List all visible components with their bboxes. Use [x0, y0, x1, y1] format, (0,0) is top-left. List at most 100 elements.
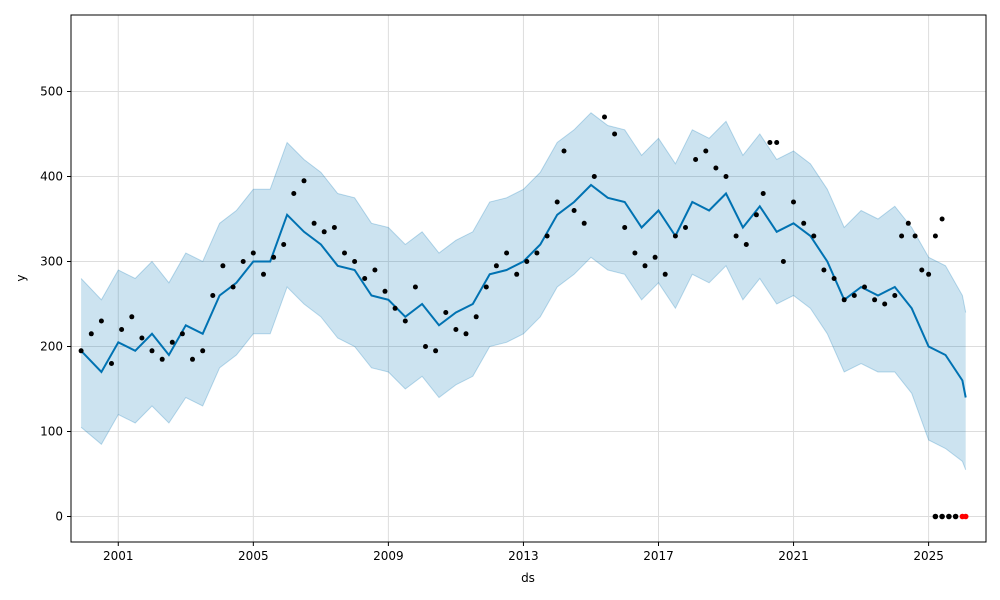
observed-point [693, 157, 699, 162]
observed-point [912, 233, 918, 239]
x-tick-label: 2025 [913, 549, 944, 563]
observed-point [473, 314, 479, 320]
observed-point [443, 310, 449, 315]
y-axis-label: y [14, 274, 28, 281]
y-tick-label: 300 [40, 255, 63, 269]
observed-point [311, 220, 317, 226]
observed-point [524, 259, 530, 264]
lower-bound-line [80, 256, 967, 470]
observed-point [591, 174, 597, 179]
observed-point [392, 305, 398, 311]
x-tick-label: 2017 [643, 549, 674, 563]
observed-point [483, 284, 489, 290]
y-tick-label: 200 [40, 340, 63, 354]
observed-point [78, 348, 84, 354]
observed-point [179, 331, 185, 337]
observed-point [372, 267, 378, 273]
observed-point [412, 284, 418, 290]
observed-point [321, 229, 327, 235]
observed-point [632, 250, 638, 256]
observed-point [760, 191, 766, 196]
observed-point [200, 348, 206, 354]
upper-bound-line [80, 112, 967, 313]
highlighted-point [932, 513, 939, 520]
observed-point [939, 216, 945, 222]
observed-point [743, 242, 749, 247]
observed-point [433, 348, 439, 354]
observed-point [423, 344, 428, 349]
highlighted-point [952, 513, 959, 520]
highlighted-points [932, 513, 969, 520]
observed-point [642, 263, 648, 269]
observed-point [767, 140, 773, 145]
observed-point [301, 178, 307, 184]
observed-point [119, 327, 125, 332]
y-axis: 0 100 200 300 400 500 [40, 85, 71, 524]
uncertainty-band-area [81, 112, 966, 470]
observed-point [926, 271, 932, 277]
observed-point [463, 331, 469, 337]
observed-point [919, 267, 925, 273]
observed-point [504, 250, 510, 256]
x-tick-label: 2009 [373, 549, 404, 563]
observed-point [149, 348, 155, 354]
x-tick-label: 2021 [778, 549, 809, 563]
observed-point [159, 356, 165, 362]
observed-point [872, 297, 878, 303]
y-tick-label: 100 [40, 425, 63, 439]
observed-point [723, 174, 729, 179]
observed-point [240, 259, 246, 264]
observed-point [882, 301, 888, 307]
observed-point [672, 233, 678, 239]
observed-point [774, 140, 780, 145]
observed-point [544, 233, 550, 239]
observed-point [791, 199, 796, 205]
observed-point [811, 233, 817, 239]
observed-point [352, 259, 358, 264]
observed-point [261, 271, 266, 277]
observed-point [129, 314, 135, 320]
observed-point [703, 148, 709, 154]
x-tick-label: 2013 [508, 549, 539, 563]
observed-point [561, 148, 567, 154]
plot-frame [70, 14, 987, 543]
observed-point [753, 212, 759, 218]
observed-point [612, 131, 618, 137]
observed-point [841, 297, 847, 303]
observed-point [402, 318, 408, 324]
observed-point [230, 284, 236, 290]
observed-point [109, 361, 114, 366]
x-axis-label: ds [521, 571, 535, 585]
observed-point [291, 191, 297, 196]
observed-point [862, 284, 867, 290]
observed-point [453, 327, 459, 332]
observed-point [733, 233, 739, 239]
highlighted-point [946, 513, 952, 520]
observed-point [342, 250, 347, 256]
observed-point [281, 242, 287, 247]
observed-point [851, 293, 857, 298]
observed-point [831, 276, 837, 281]
observed-point [581, 220, 587, 226]
observed-points [78, 114, 945, 366]
observed-point [382, 288, 388, 294]
observed-point [271, 254, 277, 260]
observed-point [514, 271, 520, 277]
observed-point [892, 293, 898, 298]
observed-point [190, 356, 195, 362]
observed-point [493, 263, 499, 269]
x-axis: 2001 2005 2009 2013 2017 2021 2025 [103, 542, 944, 563]
observed-point [683, 225, 688, 230]
observed-point [780, 259, 786, 264]
y-tick-label: 500 [40, 85, 63, 99]
uncertainty-band [80, 112, 967, 470]
observed-point [801, 220, 807, 226]
x-tick-label: 2001 [103, 549, 134, 563]
highlighted-point [939, 513, 945, 520]
observed-point [932, 233, 938, 239]
observed-point [821, 267, 827, 273]
observed-point [534, 250, 540, 256]
observed-point [169, 339, 175, 345]
observed-point [622, 225, 628, 230]
observed-point [210, 293, 216, 298]
